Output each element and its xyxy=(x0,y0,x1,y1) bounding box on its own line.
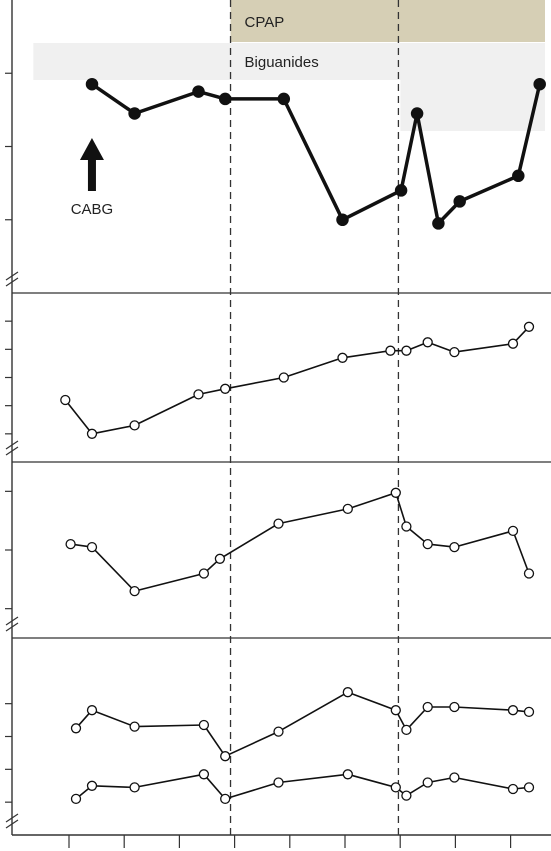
cpap-label: CPAP xyxy=(245,14,285,31)
axis-break-icon xyxy=(5,616,19,632)
data-point xyxy=(523,782,535,793)
data-point xyxy=(342,769,353,780)
data-point xyxy=(198,719,210,731)
data-point xyxy=(337,352,348,363)
data-point xyxy=(533,77,546,91)
data-point xyxy=(449,541,460,553)
up-arrow-icon xyxy=(79,138,104,191)
data-point xyxy=(390,705,401,716)
data-point xyxy=(453,195,466,208)
data-point xyxy=(70,723,82,734)
data-point xyxy=(449,346,460,358)
data-point xyxy=(449,701,460,713)
data-point xyxy=(86,705,98,716)
data-point xyxy=(401,345,412,356)
data-point xyxy=(273,726,284,737)
data-point xyxy=(422,538,433,550)
data-point xyxy=(432,217,445,230)
data-point xyxy=(60,394,71,406)
data-point xyxy=(198,568,210,579)
data-point xyxy=(449,772,460,783)
data-point xyxy=(128,107,141,120)
axis-break-icon xyxy=(5,440,19,456)
data-point xyxy=(422,701,433,713)
data-point xyxy=(278,372,289,383)
series-line-panel-4-2 xyxy=(75,773,530,800)
data-point xyxy=(507,338,519,349)
data-point xyxy=(401,790,412,801)
data-point xyxy=(218,92,232,106)
data-point xyxy=(401,521,412,532)
data-point xyxy=(385,345,396,356)
data-point xyxy=(86,428,98,439)
annotation: CABG xyxy=(71,138,114,218)
data-point xyxy=(277,92,291,106)
data-point xyxy=(342,687,353,698)
data-point xyxy=(422,337,433,348)
data-point xyxy=(394,184,408,197)
axis-break-icon xyxy=(5,813,19,829)
data-point xyxy=(390,487,401,498)
series-line-panel-4-1 xyxy=(75,691,530,758)
data-point xyxy=(401,724,412,736)
series-line-panel-1-1 xyxy=(91,82,542,226)
data-point xyxy=(273,777,284,788)
data-point xyxy=(220,751,231,762)
data-point xyxy=(129,420,140,431)
data-point xyxy=(342,503,353,515)
data-point xyxy=(129,721,140,732)
data-point xyxy=(192,85,205,98)
data-point xyxy=(193,389,204,400)
cpap-band xyxy=(230,0,545,42)
data-point xyxy=(523,706,535,718)
data-series xyxy=(60,77,546,805)
data-point xyxy=(86,780,98,791)
data-point xyxy=(523,321,535,332)
plot-frame xyxy=(5,0,551,848)
data-point xyxy=(507,525,519,537)
data-point xyxy=(220,793,231,805)
axis-break-icon xyxy=(5,271,19,287)
data-point xyxy=(507,783,519,795)
biguanides-label: Biguanides xyxy=(245,54,319,71)
data-point xyxy=(129,585,140,597)
data-point xyxy=(422,777,433,788)
data-point xyxy=(65,538,76,550)
data-point xyxy=(273,518,284,529)
data-point xyxy=(220,383,231,394)
data-point xyxy=(410,107,424,120)
data-point xyxy=(70,793,82,805)
series-line-panel-2-1 xyxy=(64,326,530,435)
data-point xyxy=(512,169,525,183)
data-point xyxy=(214,553,226,564)
data-point xyxy=(336,213,349,227)
cabg-annotation-label: CABG xyxy=(71,201,114,218)
data-point xyxy=(85,77,99,91)
data-point xyxy=(507,705,519,716)
data-point xyxy=(198,769,210,780)
data-point xyxy=(129,782,140,793)
vertical-markers xyxy=(229,0,400,835)
series-line-panel-3-1 xyxy=(70,491,530,592)
data-point xyxy=(523,568,535,579)
data-point xyxy=(86,541,98,553)
data-point xyxy=(390,782,401,793)
